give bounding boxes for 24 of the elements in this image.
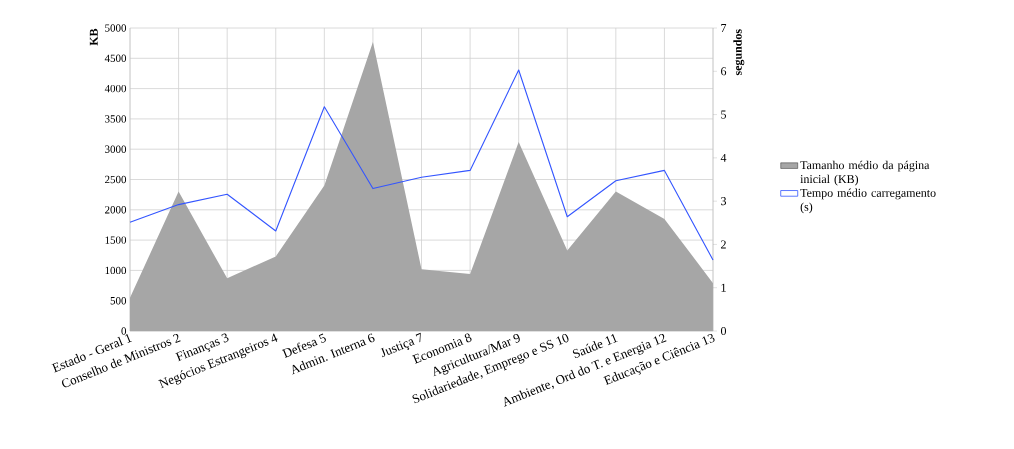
y2-tick-label: 2 bbox=[721, 240, 726, 249]
y-tick-label: 1500 bbox=[105, 236, 127, 244]
y-tick-label: 3000 bbox=[105, 145, 127, 153]
y2-tick-label: 4 bbox=[720, 153, 727, 162]
y2-tick-label: 1 bbox=[721, 283, 726, 292]
y-tick-label: 3500 bbox=[105, 115, 127, 123]
y-tick-label: 2000 bbox=[105, 206, 127, 214]
line-series bbox=[129, 69, 714, 261]
y2-tick-label: 5 bbox=[721, 110, 727, 119]
y-tick-label: 5000 bbox=[105, 24, 127, 32]
y2-tick-label: 6 bbox=[721, 67, 727, 76]
y-tick-label: 4500 bbox=[104, 54, 127, 62]
y-tick-label: 1000 bbox=[105, 266, 127, 275]
legend-label: Tempo médio carregamento (s) bbox=[800, 188, 936, 214]
y-tick-label: 500 bbox=[110, 297, 127, 305]
y2-tick-label: 0 bbox=[720, 326, 727, 336]
y2-axis-title: segundos bbox=[733, 29, 745, 76]
y-tick-label: 4000 bbox=[104, 84, 127, 93]
y-tick-label: 2500 bbox=[105, 175, 127, 184]
y2-tick-label: 7 bbox=[721, 24, 727, 32]
legend-label: Tamanho médio da página inicial (KB) bbox=[800, 160, 930, 186]
y-axis-title: KB bbox=[89, 28, 98, 46]
y2-tick-label: 3 bbox=[721, 197, 727, 206]
y-tick-label: 0 bbox=[121, 327, 127, 335]
